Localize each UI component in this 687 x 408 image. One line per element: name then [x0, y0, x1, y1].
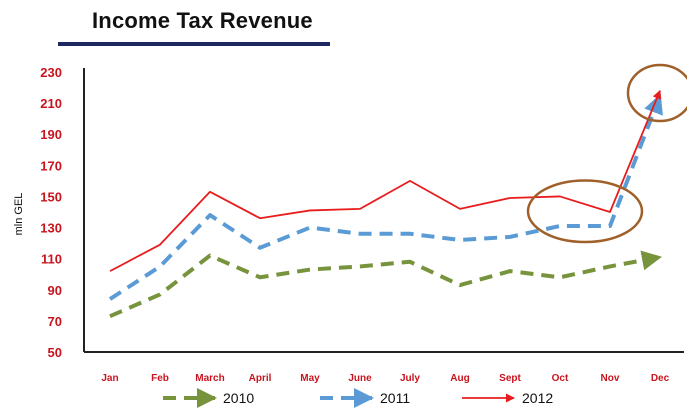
- legend-label-2012: 2012: [522, 390, 553, 406]
- x-tick-label: April: [249, 373, 272, 384]
- legend-label-2010: 2010: [223, 390, 254, 406]
- highlight-circle: [526, 179, 644, 244]
- y-tick-label: 90: [48, 283, 62, 298]
- y-tick-label: 110: [41, 252, 62, 267]
- x-tick-label: March: [195, 373, 224, 384]
- x-tick-label: Oct: [552, 373, 569, 384]
- y-tick-label: 230: [40, 65, 62, 80]
- series-line-2012: [109, 89, 662, 272]
- x-tick-label: Feb: [151, 373, 169, 384]
- y-tick-label: 130: [40, 221, 62, 236]
- legend: 2010 2011 2012: [163, 388, 553, 408]
- y-tick-label: 210: [40, 96, 62, 111]
- legend-label-2011: 2011: [380, 390, 410, 406]
- annotations: [526, 63, 687, 244]
- title-underline: [58, 42, 330, 46]
- highlight-circle: [626, 63, 687, 123]
- chart-title: Income Tax Revenue: [92, 8, 313, 33]
- x-tick-label: June: [348, 373, 372, 384]
- y-axis-label: mln GEL: [13, 193, 25, 236]
- series-line-2011: [108, 93, 663, 301]
- y-tick-label: 190: [40, 127, 62, 142]
- y-tick-label: 170: [40, 158, 62, 173]
- y-axis: 50 70 90 110 130 150 170 190 210 230: [40, 65, 85, 360]
- x-tick-label: Dec: [651, 373, 670, 384]
- y-tick-label: 70: [48, 314, 62, 329]
- series-lines: [108, 89, 663, 319]
- series-line-2010: [109, 250, 662, 319]
- x-tick-label: Aug: [450, 373, 469, 384]
- x-axis: Jan Feb March April May June July Aug Sept Oct Nov…: [84, 351, 684, 384]
- y-tick-label: 50: [48, 345, 62, 360]
- x-tick-label: July: [400, 373, 420, 384]
- x-tick-label: Sept: [499, 373, 521, 384]
- x-tick-label: Jan: [101, 373, 118, 384]
- y-tick-label: 150: [40, 189, 62, 204]
- x-tick-label: May: [300, 373, 320, 384]
- x-tick-label: Nov: [601, 373, 620, 384]
